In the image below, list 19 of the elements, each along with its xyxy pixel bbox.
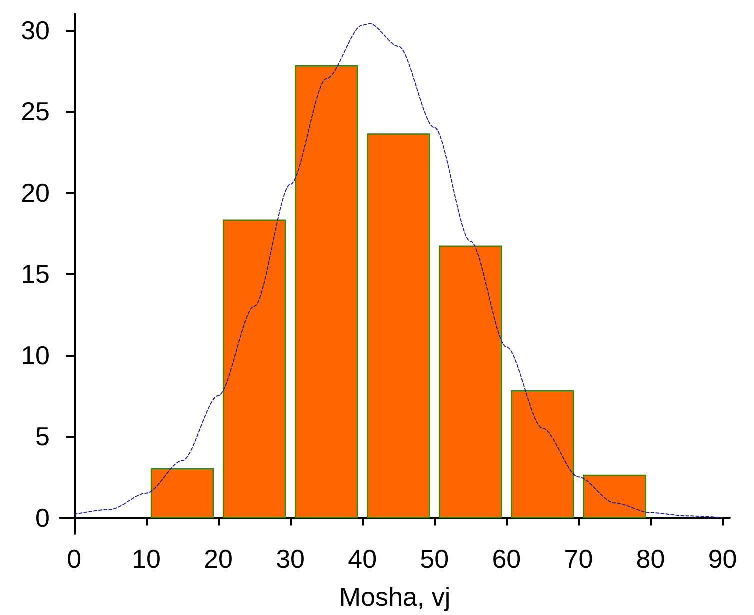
- x-tick-label: 0: [67, 544, 82, 574]
- y-tick-label: 30: [21, 15, 50, 46]
- x-axis-title: Mosha, vj: [339, 582, 451, 612]
- y-tick-label: 0: [36, 502, 50, 533]
- x-tick-label: 90: [708, 544, 738, 574]
- x-tick-label: 30: [276, 544, 305, 574]
- x-tick-label: 20: [204, 544, 233, 574]
- x-tick-label: 60: [492, 544, 522, 574]
- y-tick-label: 10: [21, 340, 50, 370]
- x-tick-label: 70: [564, 544, 594, 574]
- y-tick-label: 20: [21, 178, 50, 208]
- x-tick-label: 80: [636, 544, 666, 574]
- x-tick-label: 10: [132, 544, 161, 574]
- line-series: [74, 23, 724, 518]
- y-tick-label: 5: [36, 422, 50, 452]
- x-tick-label: 50: [420, 544, 450, 574]
- x-tick-label: 40: [348, 544, 378, 574]
- y-tick-label: 15: [21, 259, 50, 289]
- y-tick-label: 25: [21, 96, 50, 126]
